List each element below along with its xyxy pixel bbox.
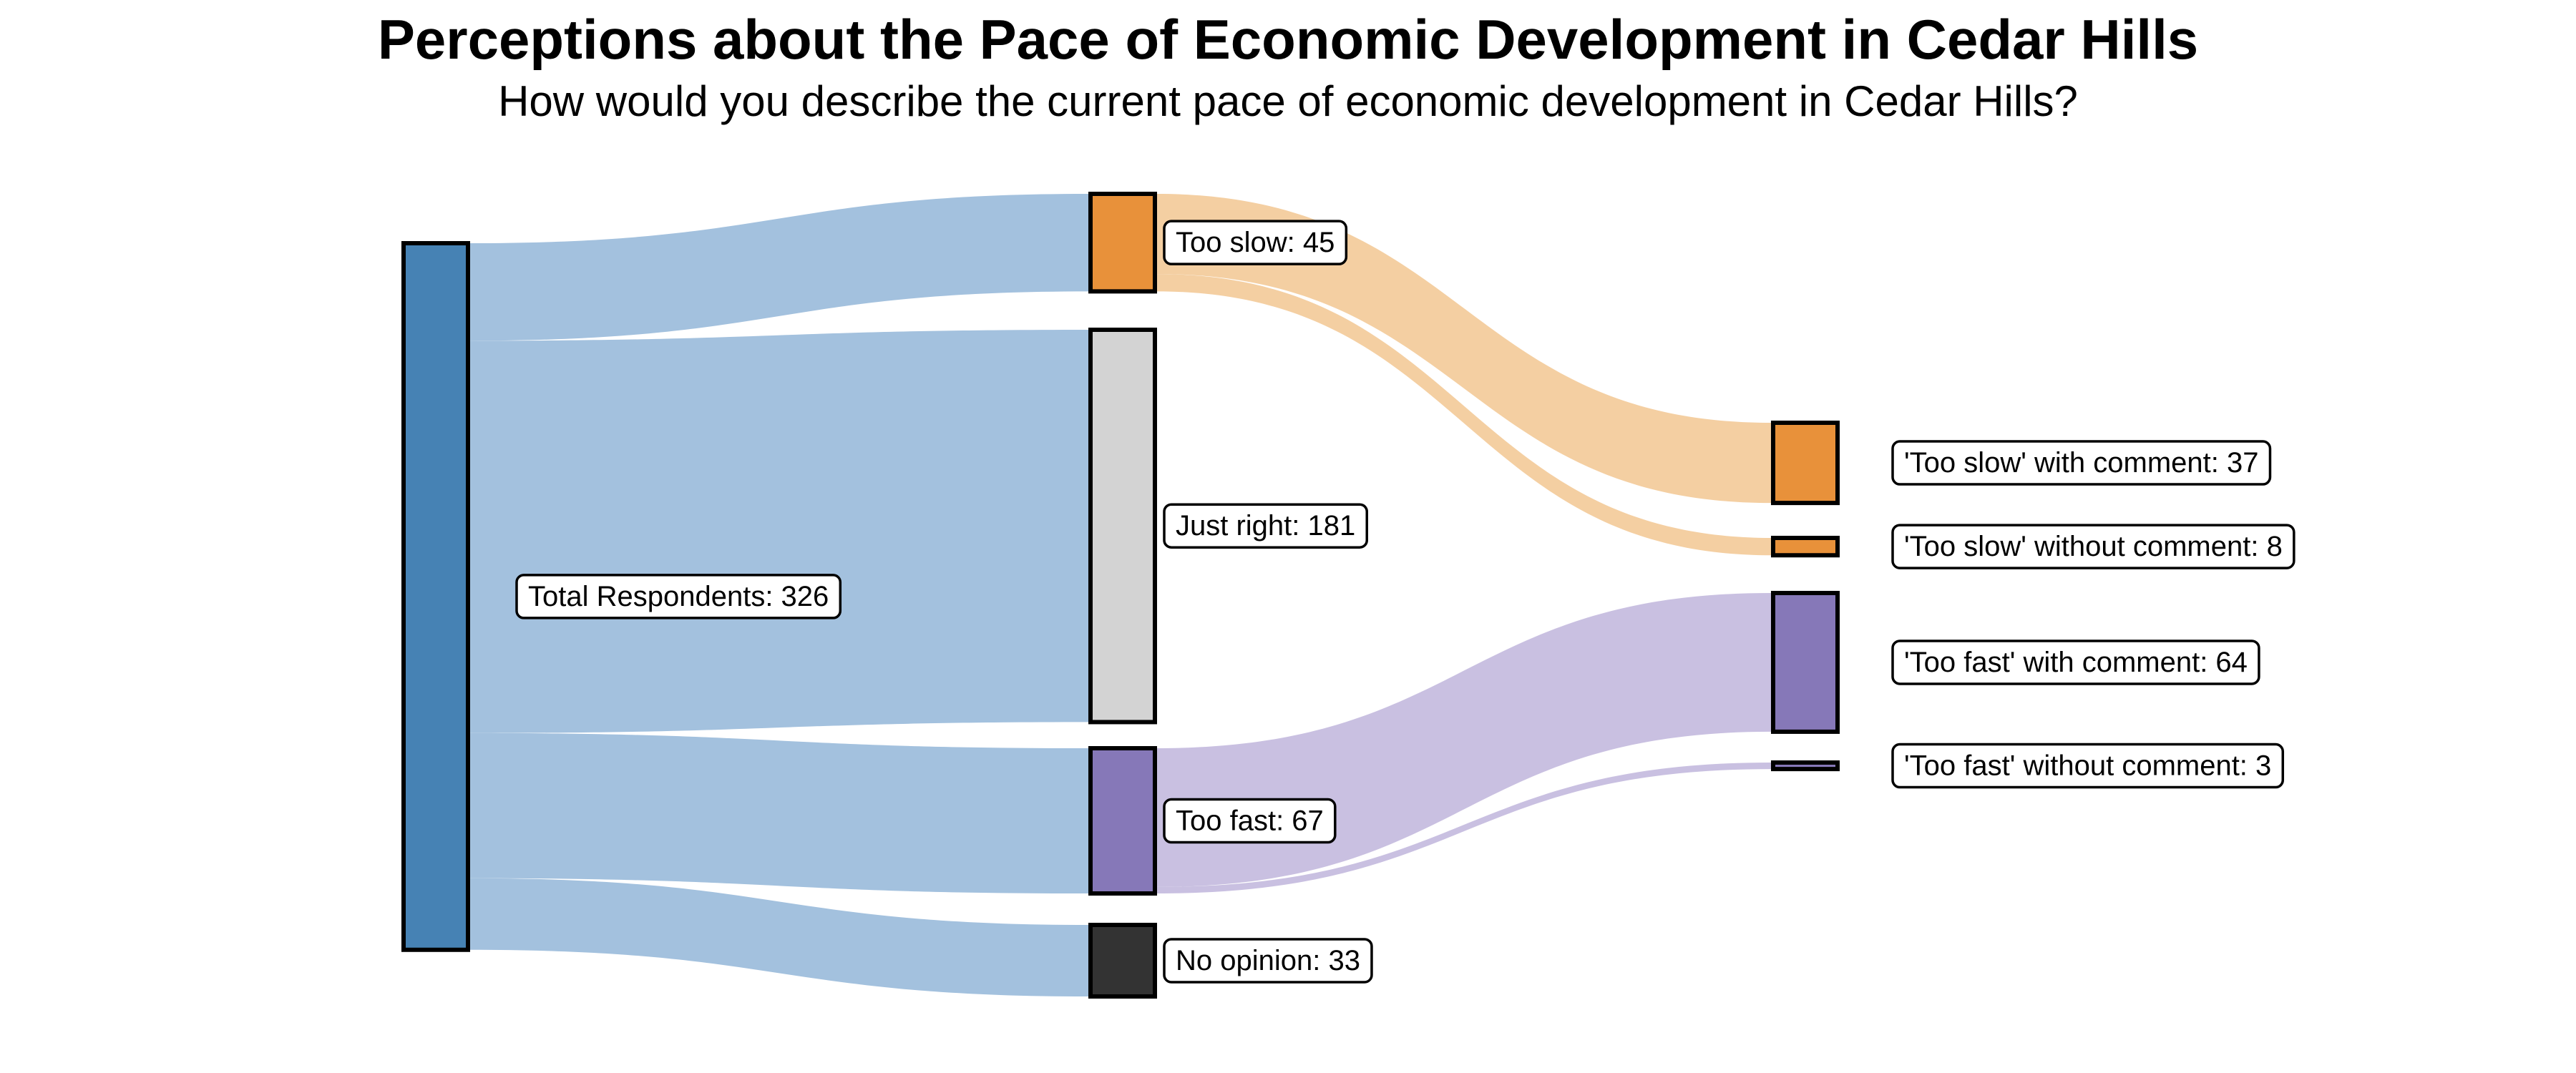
node-label-box-no_opinion [1163,938,1373,984]
node-slow_without [1771,536,1840,558]
node-label-box-fast_with [1891,640,2260,685]
node-just_right [1088,328,1157,725]
nodes-layer [401,192,1840,999]
node-label-box-too_fast [1163,798,1337,844]
node-label-text-fast_without: 'Too fast' without comment: 3 [1904,750,2271,782]
node-fast_with [1771,591,1840,734]
flow-total-to-no_opinion [470,878,1088,996]
node-label-just_right: Just right: 181 [1163,503,1368,549]
node-label-too_fast: Too fast: 67 [1163,798,1337,844]
flow-too_fast-to-fast_without [1157,763,1771,894]
flow-total-to-too_slow [470,194,1088,341]
node-label-no_opinion: No opinion: 33 [1163,938,1373,984]
node-no_opinion [1088,923,1157,999]
links-layer [470,194,1771,996]
node-label-text-too_fast: Too fast: 67 [1176,805,1324,837]
node-label-text-too_slow: Too slow: 45 [1176,227,1335,258]
flow-total-to-just_right [470,330,1088,733]
labels-layer: Total Respondents: 326 Too slow: 45 Just r… [515,220,2296,984]
node-label-fast_with: 'Too fast' with comment: 64 [1891,640,2260,685]
flow-too_slow-to-slow_without [1157,274,1771,556]
node-label-box-just_right [1163,503,1368,549]
node-total [401,241,470,952]
node-label-text-slow_with: 'Too slow' with comment: 37 [1904,447,2258,479]
node-label-total: Total Respondents: 326 [515,574,842,619]
node-label-too_slow: Too slow: 45 [1163,220,1348,265]
node-label-text-just_right: Just right: 181 [1176,510,1355,542]
flow-too_slow-to-slow_with [1157,194,1771,504]
node-label-text-no_opinion: No opinion: 33 [1176,945,1360,976]
node-label-box-slow_without [1891,524,2296,569]
node-slow_with [1771,421,1840,506]
node-label-text-slow_without: 'Too slow' without comment: 8 [1904,531,2283,562]
node-label-box-too_slow [1163,220,1348,265]
node-fast_without [1771,760,1840,772]
node-label-slow_with: 'Too slow' with comment: 37 [1891,440,2272,486]
node-label-box-slow_with [1891,440,2272,486]
node-label-fast_without: 'Too fast' without comment: 3 [1891,743,2285,789]
node-label-text-fast_with: 'Too fast' with comment: 64 [1904,647,2248,678]
node-label-text-total: Total Respondents: 326 [528,581,829,612]
flow-total-to-too_fast [470,733,1088,894]
chart-title: Perceptions about the Pace of Economic D… [378,8,2198,71]
node-label-box-total [515,574,842,619]
node-label-slow_without: 'Too slow' without comment: 8 [1891,524,2296,569]
node-label-box-fast_without [1891,743,2285,789]
node-too_slow [1088,192,1157,294]
node-too_fast [1088,746,1157,896]
chart-subtitle: How would you describe the current pace … [498,77,2078,125]
